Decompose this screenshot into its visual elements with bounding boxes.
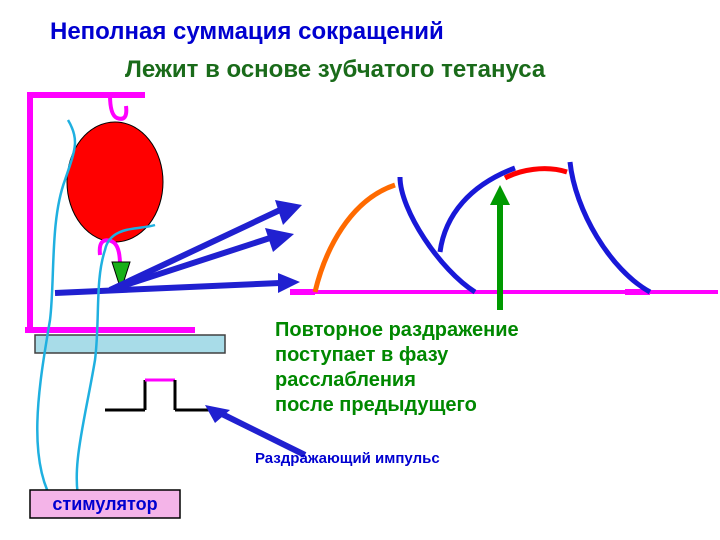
body-text: Повторное раздражение поступает в фазу р…: [275, 318, 519, 418]
top-hook: [110, 95, 126, 119]
body-line-1: Повторное раздражение: [275, 318, 519, 343]
body-line-3: расслабления: [275, 368, 519, 393]
body-line-4: после предыдущего: [275, 393, 519, 418]
pulse-label: Раздражающий импульс: [255, 450, 440, 467]
twitch1-fall: [400, 177, 475, 292]
body-line-2: поступает в фазу: [275, 343, 519, 368]
pulse-waveform: [105, 380, 215, 410]
twitch2-blue-rise: [440, 168, 515, 252]
main-title: Неполная суммация сокращений: [50, 18, 444, 46]
stimulator-label: стимулятор: [30, 490, 180, 518]
twitch1-rise: [315, 185, 395, 292]
twitch2-fall: [570, 162, 650, 292]
muscle-body: [67, 122, 163, 242]
subtitle: Лежит в основе зубчатого тетануса: [125, 56, 545, 84]
table-bar: [35, 335, 225, 353]
